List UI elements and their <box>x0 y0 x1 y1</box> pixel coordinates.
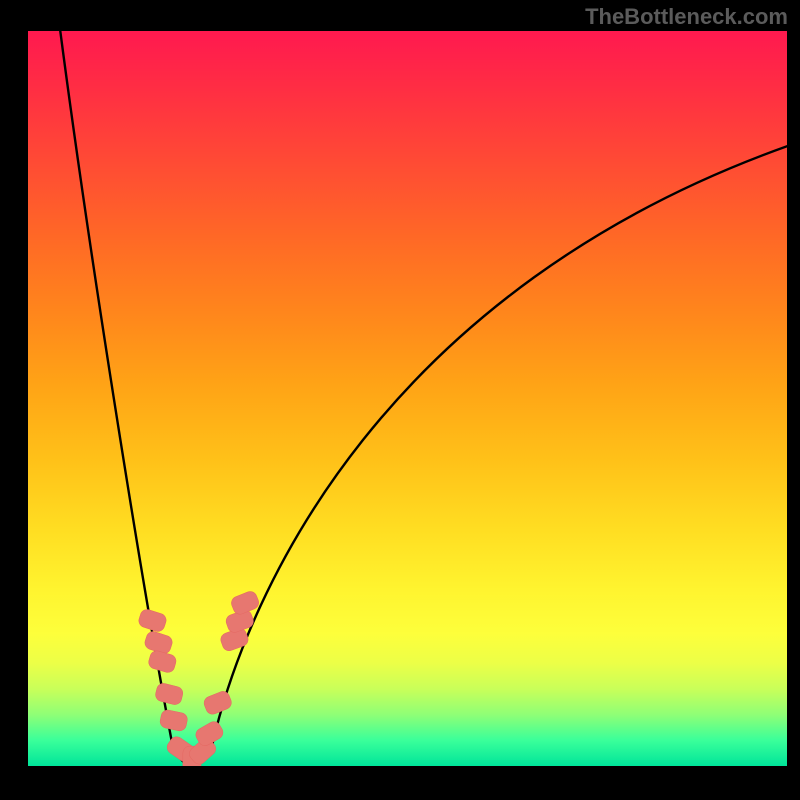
bottleneck-chart <box>28 31 787 766</box>
chart-frame: TheBottleneck.com <box>0 0 800 800</box>
watermark-text: TheBottleneck.com <box>585 4 788 30</box>
gradient-background <box>28 31 787 766</box>
